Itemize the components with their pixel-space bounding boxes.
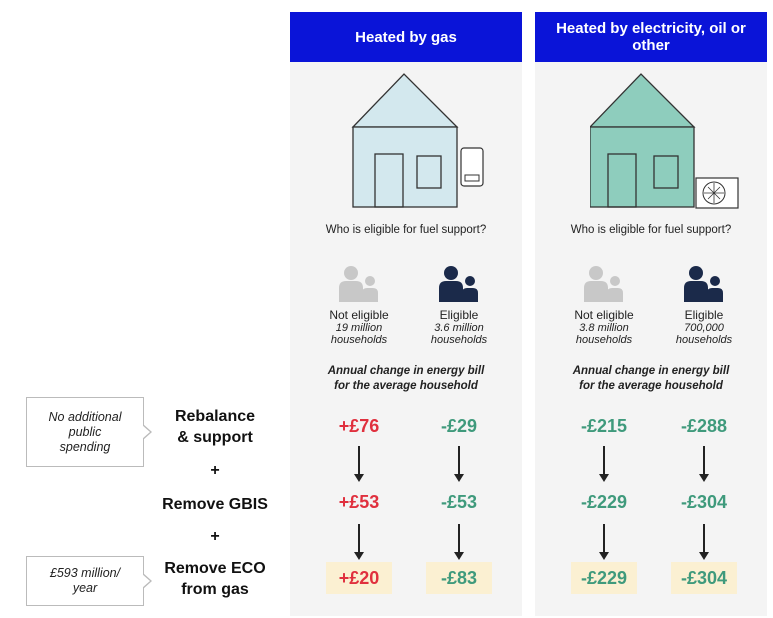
value-not-eligible-eco: -£229 bbox=[571, 562, 637, 594]
people-icon bbox=[439, 266, 478, 302]
callout-text-line: No additional bbox=[48, 409, 122, 424]
group-count: 3.8 million bbox=[579, 322, 629, 334]
bill-change-label: Annual change in energy bill for the ave… bbox=[535, 364, 767, 394]
group-count-unit: households bbox=[430, 334, 488, 346]
step-remove-gbis: Remove GBIS bbox=[162, 496, 268, 513]
group-not-eligible: Not eligible 3.8 million households bbox=[559, 264, 649, 346]
down-arrow-icon bbox=[353, 524, 365, 562]
value-not-eligible-rebalance: +£76 bbox=[338, 416, 380, 436]
group-count: 700,000 bbox=[684, 322, 724, 334]
people-icon bbox=[584, 266, 623, 302]
heat-pump-icon bbox=[695, 177, 739, 209]
boiler-icon bbox=[460, 147, 484, 187]
value-eligible-gbis: -£53 bbox=[440, 492, 478, 512]
step-label-line: Rebalance bbox=[174, 408, 256, 425]
step-label-line: & support bbox=[177, 429, 253, 446]
callout-text-line: public bbox=[68, 424, 102, 439]
callout-pointer bbox=[142, 424, 152, 440]
group-count-unit: households bbox=[330, 334, 388, 346]
group-status: Eligible bbox=[439, 308, 479, 322]
bill-label-line: Annual change in energy bill bbox=[572, 365, 730, 377]
value-not-eligible-eco: +£20 bbox=[326, 562, 392, 594]
group-eligible: Eligible 700,000 households bbox=[659, 264, 749, 346]
down-arrow-icon bbox=[598, 446, 610, 484]
step-rebalance-support: Rebalance & support bbox=[155, 406, 275, 448]
callout-pointer bbox=[142, 573, 152, 589]
bill-label-line: for the average household bbox=[334, 380, 478, 392]
bill-label-line: Annual change in energy bill bbox=[327, 365, 485, 377]
panel-header: Heated by electricity, oil or other bbox=[535, 12, 767, 62]
group-status: Eligible bbox=[684, 308, 724, 322]
value-eligible-gbis: -£304 bbox=[680, 492, 728, 512]
value-not-eligible-rebalance: -£215 bbox=[580, 416, 628, 436]
plus-sign: + bbox=[210, 462, 220, 479]
down-arrow-icon bbox=[453, 524, 465, 562]
group-eligible: Eligible 3.6 million households bbox=[414, 264, 504, 346]
down-arrow-icon bbox=[453, 446, 465, 484]
panel-header: Heated by gas bbox=[290, 12, 522, 62]
step-label-line: from gas bbox=[181, 581, 249, 598]
down-arrow-icon bbox=[598, 524, 610, 562]
value-eligible-eco: -£83 bbox=[426, 562, 492, 594]
group-count-unit: households bbox=[675, 334, 733, 346]
bill-label-line: for the average household bbox=[579, 380, 723, 392]
panel-heated-by-gas: Heated by gas Who is eligible for fuel s… bbox=[290, 12, 522, 616]
step-label-line: Remove ECO bbox=[164, 560, 266, 577]
down-arrow-icon bbox=[698, 446, 710, 484]
value-eligible-eco: -£304 bbox=[671, 562, 737, 594]
value-not-eligible-gbis: +£53 bbox=[338, 492, 380, 512]
people-icon bbox=[339, 266, 378, 302]
house-icon bbox=[590, 73, 739, 209]
group-status: Not eligible bbox=[574, 308, 634, 322]
value-eligible-rebalance: -£288 bbox=[680, 416, 728, 436]
group-count: 19 million bbox=[335, 322, 383, 334]
panel-heated-by-electricity: Heated by electricity, oil or other Who … bbox=[535, 12, 767, 616]
callout-text-line: £593 million/ bbox=[49, 566, 121, 580]
plus-sign: + bbox=[210, 528, 220, 545]
eligibility-question: Who is eligible for fuel support? bbox=[325, 224, 487, 236]
down-arrow-icon bbox=[353, 446, 365, 484]
callout-text-line: year bbox=[72, 581, 98, 595]
callout-cost-per-year: £593 million/ year bbox=[26, 556, 152, 606]
group-status: Not eligible bbox=[329, 308, 389, 322]
eligibility-question: Who is eligible for fuel support? bbox=[570, 224, 732, 236]
callout-text-line: spending bbox=[59, 439, 111, 454]
bill-change-label: Annual change in energy bill for the ave… bbox=[290, 364, 522, 394]
callout-no-additional-spending: No additional public spending bbox=[26, 397, 152, 467]
group-count: 3.6 million bbox=[434, 322, 484, 334]
down-arrow-icon bbox=[698, 524, 710, 562]
value-not-eligible-gbis: -£229 bbox=[580, 492, 628, 512]
group-count-unit: households bbox=[575, 334, 633, 346]
value-eligible-rebalance: -£29 bbox=[440, 416, 478, 436]
group-not-eligible: Not eligible 19 million households bbox=[314, 264, 404, 346]
house-icon bbox=[351, 73, 484, 208]
people-icon bbox=[684, 266, 723, 302]
step-remove-eco: Remove ECO from gas bbox=[155, 558, 275, 600]
